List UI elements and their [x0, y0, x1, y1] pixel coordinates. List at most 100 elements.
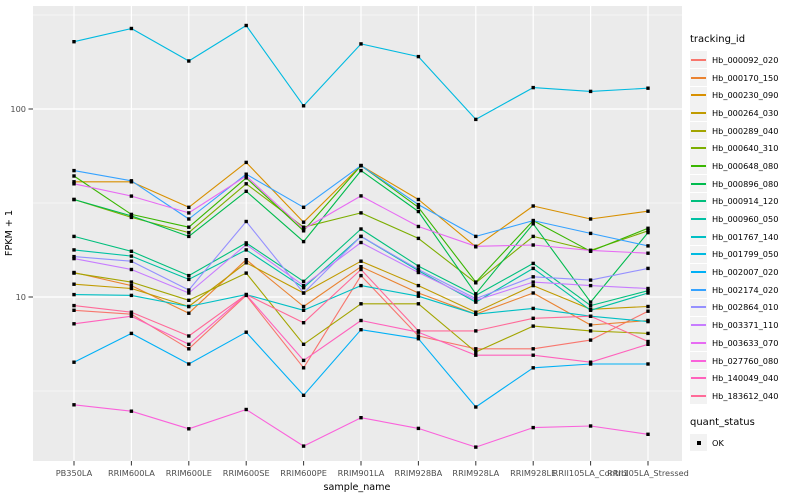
- data-point: [72, 282, 76, 286]
- data-point: [187, 291, 191, 295]
- data-point: [244, 172, 248, 176]
- data-point: [531, 353, 535, 357]
- data-point: [301, 393, 306, 397]
- legend-item: Hb_000914_120: [690, 192, 800, 211]
- legend-item: Hb_027760_080: [690, 352, 800, 370]
- data-point: [301, 321, 306, 325]
- legend-item-label: Hb_003633_070: [712, 337, 779, 348]
- data-point: [72, 197, 76, 202]
- legend-item: Hb_000960_050: [690, 210, 800, 228]
- data-point: [72, 271, 76, 275]
- legend-item: Hb_002007_020: [690, 263, 800, 281]
- data-point: [72, 174, 76, 178]
- data-point: [646, 226, 650, 230]
- data-point: [531, 234, 535, 239]
- legend-item-label: Hb_000896_080: [712, 178, 779, 189]
- data-point: [187, 273, 191, 278]
- data-point: [416, 224, 421, 229]
- data-point: [416, 264, 421, 268]
- data-point: [531, 85, 535, 90]
- data-point: [301, 104, 306, 108]
- data-point: [531, 291, 535, 295]
- legend-item: OK: [690, 434, 800, 452]
- legend-item-label: Hb_002174_020: [712, 284, 779, 295]
- data-point: [531, 324, 535, 328]
- data-point: [187, 59, 191, 63]
- data-point: [129, 194, 134, 198]
- data-point: [588, 217, 593, 221]
- x-tick-label: RRIM600LE: [166, 468, 212, 478]
- legend-key-line: [691, 253, 706, 256]
- data-point: [301, 366, 306, 370]
- data-point: [359, 265, 363, 269]
- data-point: [359, 318, 363, 323]
- data-point: [129, 259, 134, 263]
- data-point: [129, 249, 134, 253]
- legend-item-label: Hb_000640_310: [712, 143, 779, 154]
- data-point: [416, 283, 421, 288]
- legend-item: Hb_140049_040: [690, 369, 800, 387]
- data-point: [474, 234, 478, 239]
- x-tick-label: RRIM600PE: [280, 468, 327, 478]
- data-point: [72, 234, 76, 239]
- data-point: [531, 204, 535, 208]
- data-point: [129, 214, 134, 218]
- data-point: [187, 288, 191, 292]
- legend-key-swatch: [690, 139, 707, 157]
- legend-key-swatch: [690, 334, 707, 352]
- data-point: [646, 432, 650, 436]
- data-point: [72, 292, 76, 297]
- legend-item: Hb_002174_020: [690, 281, 800, 299]
- legend-item-label: Hb_001767_140: [712, 231, 779, 242]
- data-point: [588, 89, 593, 94]
- data-point: [129, 283, 134, 288]
- data-point: [244, 242, 248, 247]
- data-point: [129, 331, 134, 336]
- legend-key-line: [691, 271, 706, 274]
- legend-key-point: [696, 440, 701, 445]
- legend-item: Hb_003633_070: [690, 334, 800, 352]
- legend-key-swatch: [690, 352, 707, 370]
- data-point: [187, 217, 191, 221]
- data-point: [531, 261, 535, 266]
- data-point: [72, 308, 76, 312]
- data-point: [646, 244, 650, 248]
- data-point: [646, 86, 650, 90]
- legend-item-label: Hb_001799_050: [712, 249, 779, 260]
- data-point: [646, 209, 650, 213]
- data-point: [359, 168, 363, 173]
- data-point: [531, 366, 535, 370]
- x-tick-label: RRII105LA_Control: [553, 468, 629, 478]
- y-tick-label: 100: [10, 104, 26, 114]
- data-point: [474, 353, 478, 357]
- legend-item: Hb_000648_080: [690, 157, 800, 175]
- data-point: [359, 234, 363, 239]
- legend-key-line: [691, 235, 706, 238]
- data-point: [187, 234, 191, 239]
- legend-key-swatch: [690, 228, 707, 246]
- data-point: [531, 316, 535, 320]
- legend-key-line: [691, 394, 706, 397]
- data-point: [646, 229, 650, 233]
- data-point: [474, 244, 478, 248]
- data-point: [301, 308, 306, 312]
- data-point: [588, 308, 593, 312]
- legend-item: Hb_000896_080: [690, 175, 800, 193]
- data-point: [531, 275, 535, 279]
- data-point: [129, 314, 134, 318]
- legend-item-label: Hb_000230_090: [712, 90, 779, 101]
- legend-key-line: [691, 359, 706, 362]
- legend-item: Hb_000289_040: [690, 122, 800, 140]
- legend-item-label: Hb_003371_110: [712, 320, 779, 331]
- legend-item: Hb_000092_020: [690, 51, 800, 69]
- data-point: [359, 267, 363, 272]
- data-point: [588, 283, 593, 288]
- data-point: [588, 278, 593, 282]
- data-point: [474, 280, 478, 284]
- data-point: [588, 362, 593, 366]
- data-point: [301, 286, 306, 290]
- legend-key-swatch: [690, 281, 707, 299]
- data-point: [129, 26, 134, 31]
- data-point: [416, 329, 421, 333]
